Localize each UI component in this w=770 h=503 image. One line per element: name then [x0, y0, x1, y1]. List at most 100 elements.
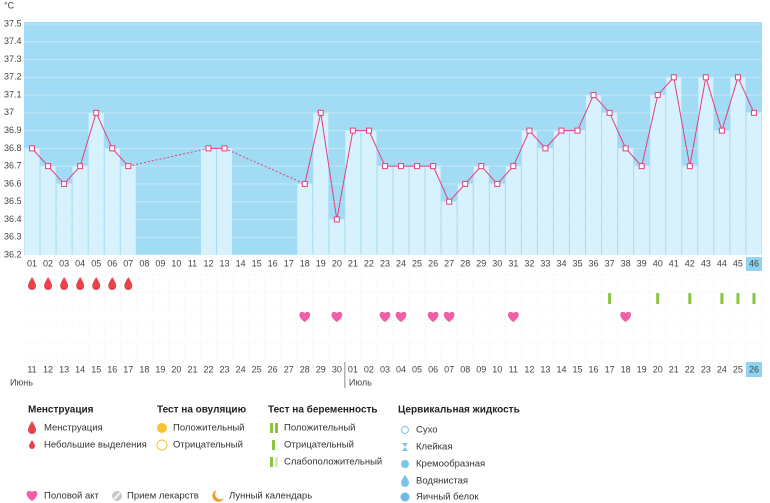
temperature-point [29, 145, 36, 152]
temperature-point [301, 180, 308, 187]
temperature-point [317, 109, 324, 116]
temperature-point [398, 163, 405, 170]
month-label: Июнь [10, 377, 33, 387]
x-tick-label: 44 [717, 258, 727, 268]
x-tick-label: 07 [123, 258, 133, 268]
y-tick-label: 36.4 [4, 214, 22, 224]
menstruation-icon [44, 277, 53, 290]
legend-item: Лунный календарь [229, 491, 312, 502]
menstruation-icon [60, 277, 69, 290]
x-tick-label: 21 [348, 258, 358, 268]
date-label: 26 [749, 364, 759, 374]
legend-item: Отрицательный [284, 440, 354, 451]
legend-item: Прием лекарств [127, 491, 199, 502]
temperature-point [542, 145, 549, 152]
temperature-bar [473, 166, 489, 255]
y-tick-label: 36.3 [4, 232, 22, 242]
temperature-point [446, 198, 453, 205]
legend: Менструация Менструация Небольшие выделе… [26, 404, 520, 503]
current-day-highlight [745, 362, 762, 377]
x-tick-label: 18 [300, 258, 310, 268]
temperature-point [478, 163, 485, 170]
x-tick-label: 24 [396, 258, 406, 268]
date-label: 15 [572, 364, 582, 374]
legend-item: Отрицательный [173, 440, 243, 451]
date-label: 21 [669, 364, 679, 374]
x-tick-label: 14 [236, 258, 246, 268]
temperature-point [590, 92, 597, 99]
temperature-bar [40, 166, 56, 255]
temperature-point [574, 127, 581, 134]
x-tick-label: 01 [27, 258, 37, 268]
date-label: 09 [476, 364, 486, 374]
date-label: 28 [300, 364, 310, 374]
temperature-point [526, 127, 533, 134]
pregnancy-test-icon [736, 293, 740, 304]
intercourse-icon [379, 311, 391, 322]
intercourse-icon [507, 311, 519, 322]
date-label: 01 [348, 364, 358, 374]
legend-icon [26, 490, 38, 501]
y-tick-label: 36.6 [4, 178, 22, 188]
temperature-bar [521, 130, 537, 255]
temperature-bar [409, 166, 425, 255]
date-label: 23 [701, 364, 711, 374]
temperature-bar [730, 77, 746, 255]
temperature-point [349, 127, 356, 134]
legend-item: Слабоположительный [284, 457, 382, 468]
x-tick-label: 38 [621, 258, 631, 268]
intercourse-icon [395, 311, 407, 322]
date-label: 06 [428, 364, 438, 374]
x-tick-label: 04 [75, 258, 85, 268]
temperature-bar [217, 148, 233, 255]
temperature-bar [457, 183, 473, 255]
temperature-point [430, 163, 437, 170]
date-label: 14 [75, 364, 85, 374]
x-tick-label: 35 [572, 258, 582, 268]
date-label: 13 [540, 364, 550, 374]
temperature-bar [425, 166, 441, 255]
date-label: 17 [123, 364, 133, 374]
menstruation-icon [108, 277, 117, 290]
temperature-point [221, 145, 228, 152]
temperature-bar [746, 112, 762, 255]
legend-icon [400, 492, 410, 502]
temperature-bar [345, 130, 361, 255]
intercourse-icon [427, 311, 439, 322]
legend-icon [157, 423, 167, 433]
y-tick-label: 37.1 [4, 89, 22, 99]
date-label: 22 [685, 364, 695, 374]
legend-item: Сухо [416, 425, 438, 436]
temperature-bar [537, 148, 553, 255]
x-tick-label: 12 [203, 258, 213, 268]
gap-connector [224, 147, 305, 185]
temperature-point [654, 92, 661, 99]
date-label: 12 [43, 364, 53, 374]
temperature-point [93, 109, 100, 116]
temperature-bar [297, 183, 313, 255]
legend-icon [401, 426, 409, 434]
date-label: 07 [444, 364, 454, 374]
date-label: 18 [139, 364, 149, 374]
temperature-bar [634, 166, 650, 255]
temperature-point [510, 163, 517, 170]
menstruation-icon [92, 277, 101, 290]
temperature-bar [24, 148, 40, 255]
menstruation-icon [124, 277, 133, 290]
x-tick-label: 30 [492, 258, 502, 268]
date-label: 25 [252, 364, 262, 374]
temperature-bar [602, 112, 618, 255]
date-label: 11 [27, 364, 36, 374]
date-label: 13 [59, 364, 69, 374]
legend-item: Кремообразная [416, 459, 485, 470]
date-label: 11 [509, 364, 518, 374]
x-tick-label: 27 [444, 258, 454, 268]
date-label: 14 [556, 364, 566, 374]
legend-icon [156, 439, 168, 451]
x-tick-label: 26 [428, 258, 438, 268]
temperature-point [365, 127, 372, 134]
legend-item: Положительный [173, 423, 244, 434]
y-tick-label: 37.2 [4, 72, 22, 82]
x-tick-label: 33 [540, 258, 550, 268]
